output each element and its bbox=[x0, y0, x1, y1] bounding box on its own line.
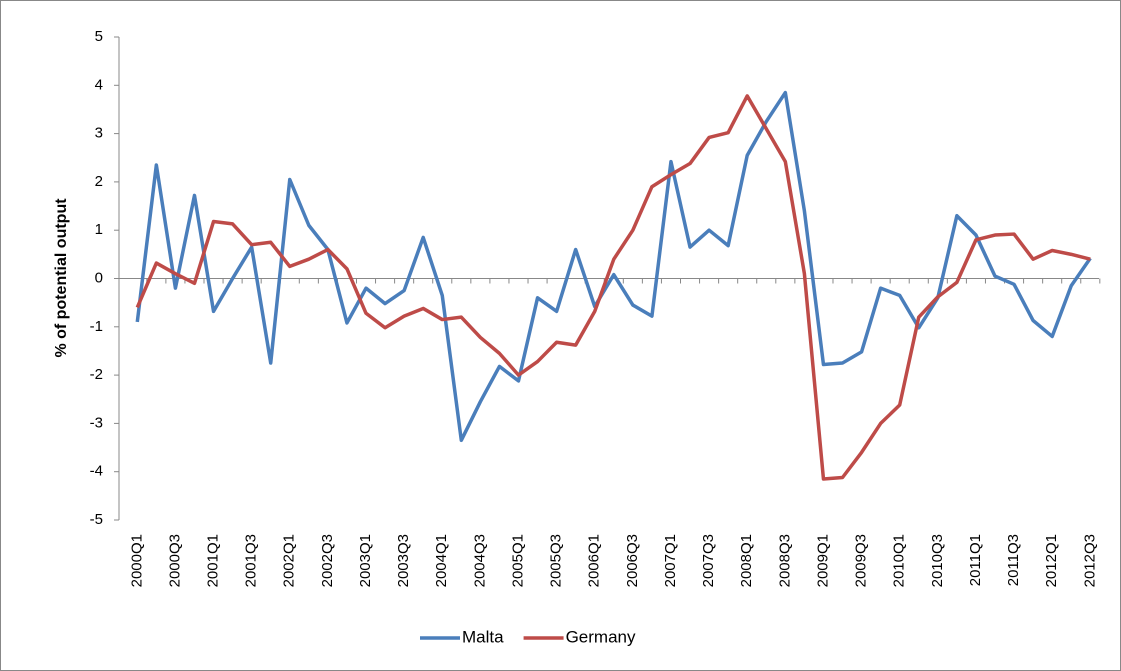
x-tick-label: 2004Q3 bbox=[471, 534, 488, 587]
x-tick-label: 2011Q1 bbox=[967, 534, 984, 586]
y-tick-label: 5 bbox=[95, 28, 103, 45]
x-tick-label: 2010Q3 bbox=[929, 534, 946, 587]
x-tick-label: 2001Q3 bbox=[243, 534, 260, 587]
legend-label: Germany bbox=[566, 627, 636, 646]
y-tick-label: -1 bbox=[90, 318, 103, 335]
y-tick-label: -5 bbox=[90, 511, 103, 528]
x-tick-label: 2002Q1 bbox=[281, 534, 298, 587]
y-tick-label: 0 bbox=[95, 269, 103, 286]
y-tick-label: 2 bbox=[95, 173, 103, 190]
x-tick-label: 2008Q1 bbox=[738, 534, 755, 587]
x-tick-label: 2002Q3 bbox=[319, 534, 336, 587]
x-tick-label: 2003Q3 bbox=[395, 534, 412, 587]
y-tick-label: 3 bbox=[95, 125, 103, 142]
x-tick-label: 2007Q3 bbox=[700, 534, 717, 587]
x-tick-label: 2007Q1 bbox=[662, 534, 679, 587]
x-tick-label: 2010Q1 bbox=[891, 534, 908, 587]
x-tick-label: 2009Q3 bbox=[853, 534, 870, 587]
y-tick-label: -4 bbox=[90, 463, 103, 480]
y-tick-label: -3 bbox=[90, 414, 103, 431]
x-tick-label: 2001Q1 bbox=[204, 534, 221, 587]
x-tick-label: 2005Q1 bbox=[509, 534, 526, 587]
y-tick-label: -2 bbox=[90, 366, 103, 383]
x-tick-label: 2000Q1 bbox=[128, 534, 145, 587]
series-line bbox=[135, 94, 1091, 481]
y-axis-label: % of potential output bbox=[53, 198, 70, 358]
y-tick-label: 4 bbox=[95, 76, 103, 93]
y-tick-label: 1 bbox=[95, 221, 103, 238]
x-tick-label: 2006Q3 bbox=[624, 534, 641, 587]
x-tick-label: 2012Q1 bbox=[1043, 534, 1060, 587]
x-tick-label: 2000Q3 bbox=[166, 534, 183, 587]
series-line bbox=[135, 90, 1092, 443]
x-tick-label: 2011Q3 bbox=[1005, 534, 1022, 586]
x-tick-label: 2006Q1 bbox=[586, 534, 603, 587]
x-tick-label: 2004Q1 bbox=[433, 534, 450, 587]
x-tick-label: 2003Q1 bbox=[357, 534, 374, 587]
x-tick-label: 2008Q3 bbox=[776, 534, 793, 587]
legend-label: Malta bbox=[462, 627, 504, 646]
x-tick-label: 2012Q3 bbox=[1081, 534, 1098, 587]
x-tick-label: 2005Q3 bbox=[548, 534, 565, 587]
x-tick-label: 2009Q1 bbox=[814, 534, 831, 587]
